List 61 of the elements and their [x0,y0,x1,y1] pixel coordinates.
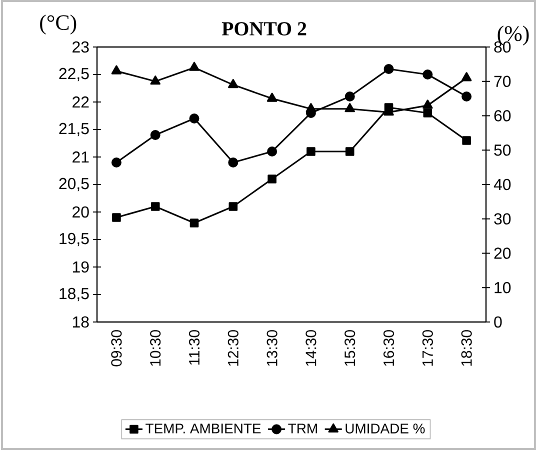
y-tick-label: 23 [72,41,89,53]
point [112,213,121,222]
point [150,202,160,211]
point [111,157,122,168]
point [344,91,355,102]
y2-tick-label: 20 [494,248,511,259]
y-tick-label: 19,5 [60,232,89,246]
y-tick-label: 21 [72,151,89,163]
point [267,146,278,156]
y-tick-label: 18 [72,316,89,328]
x-tick-label: 17:30 [422,330,433,366]
x-tick-label: 11:30 [188,330,200,365]
x-tick-label: 15:30 [344,330,356,366]
x-tick-label: 18:30 [461,330,472,366]
y2-tick-label: 30 [494,213,511,225]
y2-tick-label: 70 [494,76,511,88]
point [268,174,276,184]
y2-tick-label: 60 [494,110,511,122]
point [150,76,160,85]
x-tick-label: 10:30 [150,330,161,366]
point [423,108,432,118]
point [189,113,200,124]
y-tick-label: 22,5 [59,68,89,82]
point [345,147,354,156]
point [462,91,472,102]
y-tick-label: 18,5 [60,288,89,302]
legend-label: UMIDADE % [346,424,425,434]
y-tick-label: 19 [72,261,89,273]
point [422,69,433,80]
y-axis-title: (°C) [40,14,76,34]
point [306,103,316,112]
point [462,136,471,145]
point [228,79,238,88]
y2-tick-label: 50 [494,144,511,156]
point [306,147,316,156]
point [189,62,200,71]
y-tick-label: 21,5 [59,122,89,136]
point [422,100,433,109]
y2-tick-label: 40 [494,178,511,190]
x-tick-label: 09:30 [111,330,122,366]
y2-tick-label: 10 [494,282,511,294]
y-tick-label: 20 [72,206,89,218]
point [150,130,160,140]
point [190,218,199,228]
point [461,72,472,82]
y-tick-label: 22 [72,96,89,108]
y-tick-label: 20,5 [59,178,89,192]
point [111,65,122,74]
legend-label: TRM [288,424,317,434]
legend-label: TEMP. AMBIENTE [146,424,261,434]
point [384,64,394,74]
y2-tick-label: 0 [494,316,502,328]
x-tick-label: 16:30 [383,330,394,366]
x-tick-label: 14:30 [306,330,316,366]
point [228,157,238,168]
chart-title: PONTO 2 [222,22,306,36]
point [266,92,278,102]
point [228,202,238,211]
point [344,103,355,112]
x-tick-label: 13:30 [266,330,278,366]
x-tick-label: 12:30 [228,330,238,366]
